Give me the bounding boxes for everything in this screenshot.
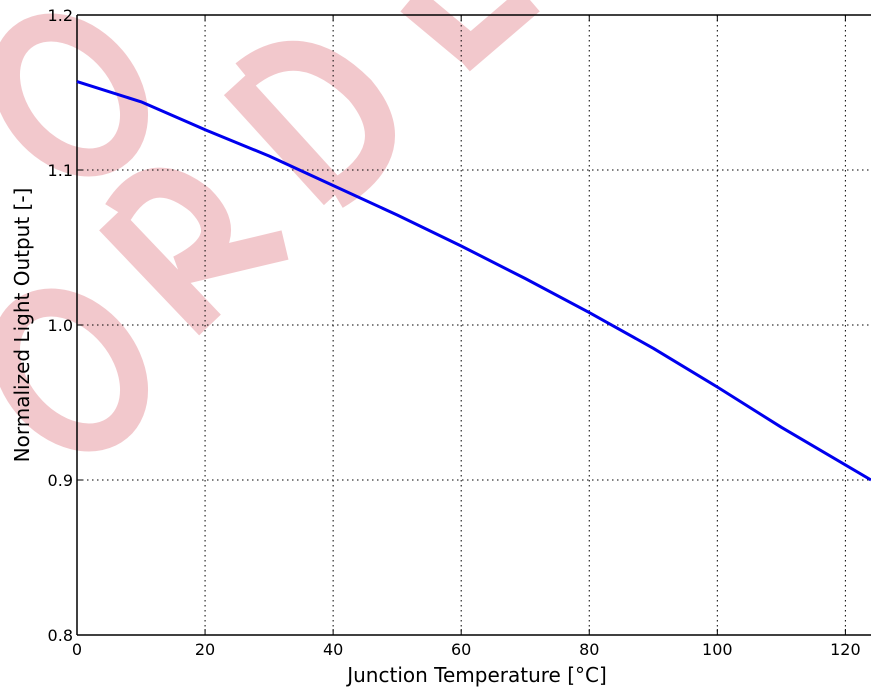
y-tick-labels: 0.8 0.9 1.0 1.1 1.2 bbox=[48, 6, 73, 645]
x-tick-label: 60 bbox=[451, 640, 471, 659]
x-tick-label: 100 bbox=[702, 640, 733, 659]
x-tick-label: 40 bbox=[323, 640, 343, 659]
y-tick-label: 0.8 bbox=[48, 626, 73, 645]
x-axis-label: Junction Temperature [°C] bbox=[345, 663, 607, 687]
x-tick-label: 0 bbox=[72, 640, 82, 659]
x-tick-label: 120 bbox=[830, 640, 861, 659]
tick-marks bbox=[76, 14, 846, 636]
y-tick-label: 0.9 bbox=[48, 471, 73, 490]
x-tick-labels: 0 20 40 60 80 100 120 bbox=[72, 640, 861, 659]
y-tick-label: 1.0 bbox=[48, 316, 73, 335]
x-tick-label: 20 bbox=[195, 640, 215, 659]
watermark bbox=[0, 0, 540, 452]
y-tick-label: 1.1 bbox=[48, 161, 73, 180]
x-tick-label: 80 bbox=[579, 640, 599, 659]
grid bbox=[77, 15, 871, 635]
y-tick-label: 1.2 bbox=[48, 6, 73, 25]
series-layer bbox=[76, 80, 871, 482]
series-line bbox=[76, 80, 871, 482]
y-axis-label: Normalized Light Output [-] bbox=[10, 188, 34, 463]
